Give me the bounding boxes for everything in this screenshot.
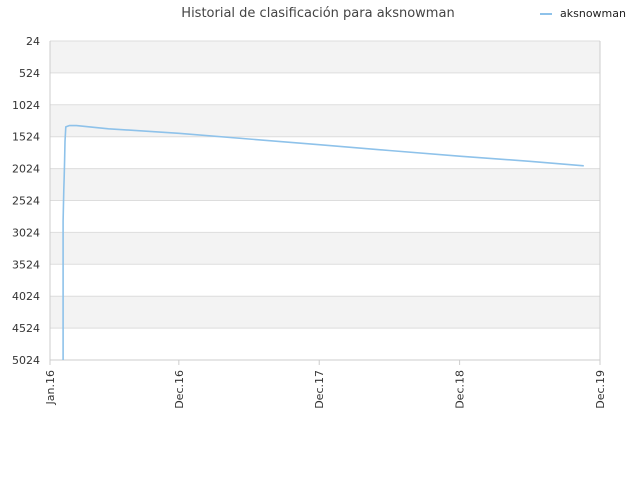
x-tick-label: Dec.18: [454, 370, 467, 409]
y-tick-label: 524: [19, 67, 40, 80]
y-tick-label: 3524: [12, 258, 40, 271]
plot-band: [50, 232, 600, 265]
x-tick-label: Dec.16: [173, 370, 186, 409]
plot-band: [50, 104, 600, 137]
plot-band: [50, 200, 600, 233]
y-axis-ticks: 24 524 1024 1524 2024 2524 3024 3524 4024 4524 502…: [12, 35, 40, 367]
y-tick-label: 5024: [12, 354, 40, 367]
x-axis-ticks: Jan.16 Dec.16 Dec.17 Dec.18 Dec.19: [44, 360, 607, 409]
x-tick-label: Jan.16: [44, 370, 57, 405]
y-tick-label: 24: [26, 35, 40, 48]
legend[interactable]: aksnowman: [540, 7, 626, 20]
y-tick-label: 3024: [12, 226, 40, 239]
y-tick-label: 1024: [12, 99, 40, 112]
plot-band: [50, 296, 600, 329]
series-layer: [62, 124, 584, 360]
axes: [49, 41, 601, 361]
chart-title: Historial de clasificación para aksnowma…: [181, 6, 454, 21]
plot-band: [50, 264, 600, 297]
series-line: [62, 124, 584, 360]
plot-band: [50, 168, 600, 201]
x-tick-label: Dec.17: [313, 370, 326, 409]
plot-bands: [50, 41, 600, 360]
y-tick-label: 4524: [12, 322, 40, 335]
y-tick-label: 4024: [12, 290, 40, 303]
plot-band: [50, 328, 600, 360]
y-tick-label: 1524: [12, 131, 40, 144]
plot-band: [50, 72, 600, 105]
legend-label: aksnowman: [560, 7, 626, 20]
plot-band: [50, 41, 600, 73]
plot-band: [50, 136, 600, 169]
x-tick-label: Dec.19: [594, 370, 607, 409]
y-tick-label: 2524: [12, 195, 40, 208]
y-tick-label: 2024: [12, 163, 40, 176]
